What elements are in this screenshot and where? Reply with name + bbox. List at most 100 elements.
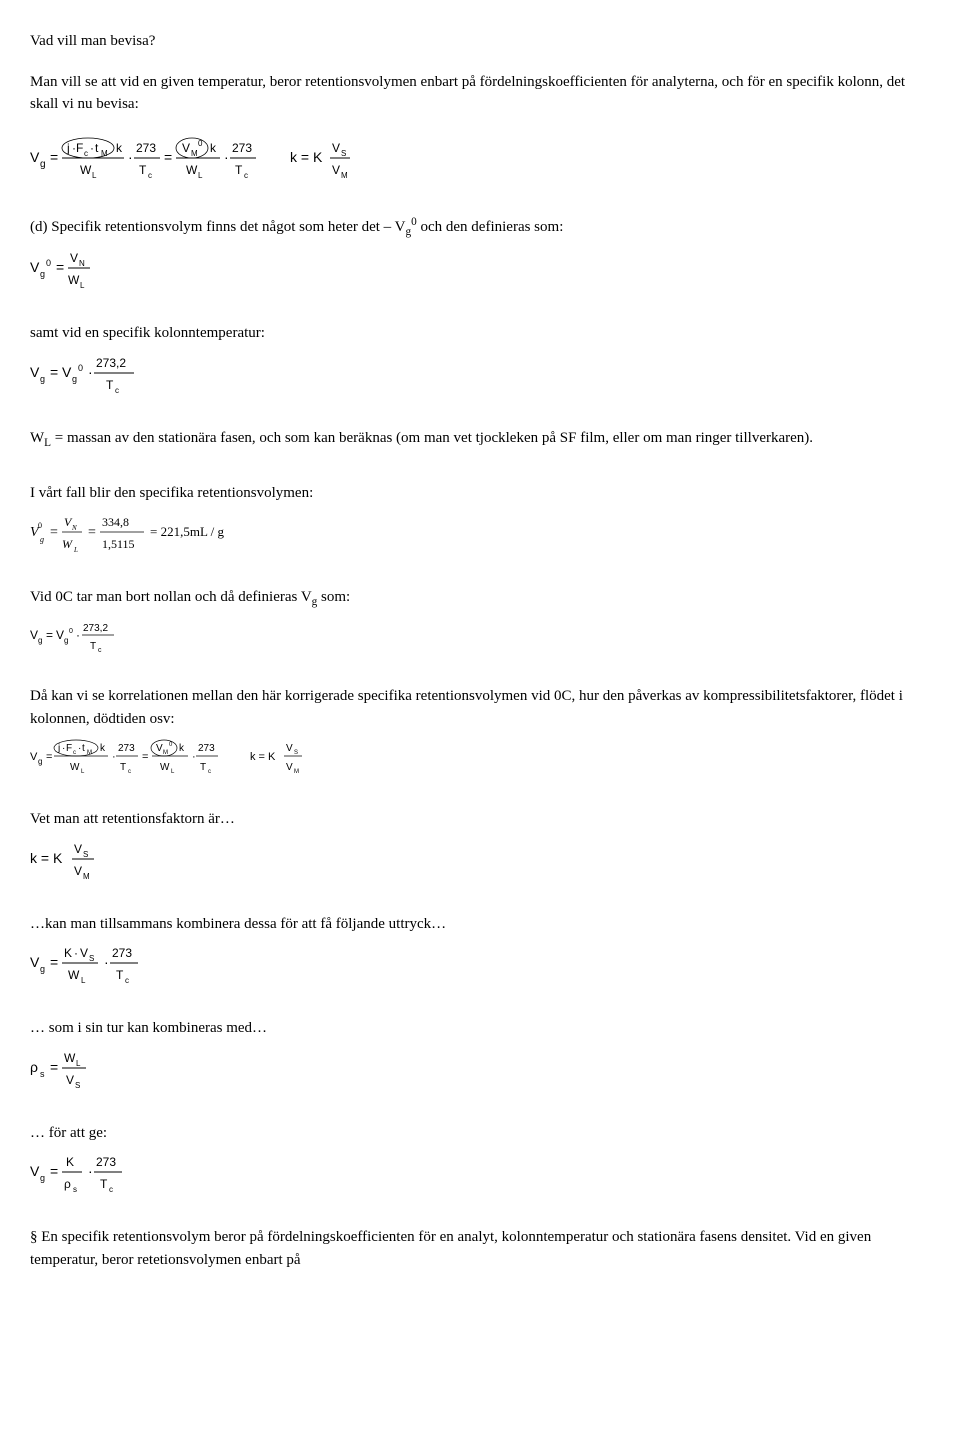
f2-gsub: g: [40, 269, 45, 279]
f3-csub: c: [115, 386, 119, 395]
f2-WL: W: [68, 273, 80, 287]
svg-text:·: ·: [62, 743, 65, 754]
f3b-num: 273,2: [83, 623, 108, 634]
p6-post: som:: [317, 589, 350, 605]
f6-eq: =: [50, 954, 58, 970]
para-to-give: … för att ge:: [30, 1122, 930, 1145]
f2-Vg: V: [30, 259, 40, 275]
f1b-vg: V: [30, 751, 38, 763]
f3-sup0: 0: [78, 363, 83, 373]
f1-Fc: F: [76, 141, 83, 155]
f1-273b: 273: [232, 141, 252, 155]
formula-final: V g = K ρ s · 273 T c: [30, 1150, 930, 1194]
f8-gsub: g: [40, 1173, 45, 1183]
f3b-Vg0: V: [56, 628, 64, 642]
f7-Ssub: S: [75, 1081, 80, 1090]
f1b-Msubden: M: [294, 769, 299, 775]
f1-eq1: =: [50, 149, 58, 165]
f1b-csub1: c: [73, 750, 76, 756]
f1-Ssub: S: [341, 149, 346, 158]
f1-WL2: W: [186, 163, 198, 177]
f5-VM: V: [74, 864, 82, 878]
f6-WL: W: [68, 968, 80, 982]
f4-WL: W: [62, 537, 73, 551]
f4-n2: 1,5115: [102, 537, 135, 551]
f1-j: j: [66, 141, 70, 155]
f4-eq2: =: [88, 525, 96, 540]
f6-Tc: T: [116, 968, 124, 982]
f6-Lsub: L: [81, 976, 86, 985]
f4-eq1: =: [50, 525, 58, 540]
para-retention-factor: Vet man att retentionsfaktorn är…: [30, 808, 930, 831]
f1-eq2: =: [164, 149, 172, 165]
f1b-k1: k: [100, 743, 106, 754]
f1b-VMden: V: [286, 762, 293, 773]
f1b-csub3: c: [208, 769, 211, 775]
f6-csub: c: [125, 976, 129, 985]
para-0c: Vid 0C tar man bort nollan och då defini…: [30, 586, 930, 611]
formula-k: k = K V S V M: [30, 837, 930, 881]
f8-Tc: T: [100, 1177, 108, 1191]
formula-rho: ρ s = W L V S: [30, 1046, 930, 1090]
f3-gsub2: g: [72, 374, 77, 384]
f4-n1: 334,8: [102, 515, 129, 529]
f7-eq: =: [50, 1059, 58, 1075]
f8-rho: ρ: [64, 1177, 71, 1191]
formula-vg-kvs: V g = K · V S W L · 273 T c: [30, 941, 930, 985]
svg-text:·: ·: [90, 141, 94, 155]
f8-dot: ·: [88, 1163, 93, 1179]
f3b-Vg: V: [30, 628, 38, 642]
f6-Ssub: S: [89, 954, 94, 963]
f1-Msubden: M: [341, 171, 348, 180]
f1-gsub: g: [40, 159, 46, 170]
f1b-273a: 273: [118, 743, 135, 754]
f4-sup0: 0: [38, 521, 42, 530]
f8-eq: =: [50, 1163, 58, 1179]
f1-Lsub2: L: [198, 171, 203, 180]
para-wl: WL = massan av den stationära fasen, och…: [30, 427, 930, 452]
f1b-273b: 273: [198, 743, 215, 754]
f1b-Ssub: S: [294, 750, 298, 756]
f5-k: k = K: [30, 850, 63, 866]
f1b-Tc1: T: [120, 762, 126, 773]
f1b-k2: k: [179, 743, 185, 754]
heading-question: Vad vill man bevisa?: [30, 30, 930, 53]
p4-pre: W: [30, 430, 44, 446]
f1b-eq1: =: [46, 751, 52, 763]
f6-Vg: V: [30, 954, 40, 970]
f1-kK: k = K: [290, 149, 323, 165]
f1b-Tc2: T: [200, 762, 206, 773]
f4-res: = 221,5mL / g: [150, 524, 225, 539]
f6-num: 273: [112, 946, 132, 960]
f1-Lsub1: L: [92, 171, 97, 180]
para-correlation: Då kan vi se korrelationen mellan den hä…: [30, 685, 930, 730]
para-specific-temp: samt vid en specifik kolonntemperatur:: [30, 322, 930, 345]
f4-Lsub: L: [73, 546, 78, 554]
f1-sup0: 0: [198, 139, 203, 148]
f7-WL: W: [64, 1051, 76, 1065]
formula-vg-temp: V g = V g 0 · 273,2 T c: [30, 351, 930, 395]
f3-Vg: V: [30, 364, 40, 380]
f1-vg: V: [30, 149, 40, 165]
p2-pre: (d) Specifik retentionsvolym finns det n…: [30, 219, 405, 235]
f1-csub1: c: [84, 149, 88, 158]
para-conclusion: § En specifik retentionsvolym beror på f…: [30, 1226, 930, 1271]
f8-Vg: V: [30, 1163, 40, 1179]
p4-post: = massan av den stationära fasen, och so…: [51, 430, 813, 446]
formula-vg0-def: V g 0 = V N W L: [30, 246, 930, 290]
f1b-Lsub1: L: [81, 769, 85, 775]
f2-VN: V: [70, 251, 78, 265]
f4-gsub: g: [40, 535, 44, 544]
f3-gsub: g: [40, 374, 45, 384]
f3-Vg0: V: [62, 364, 72, 380]
f6-gsub: g: [40, 964, 45, 974]
f1b-eq2: =: [142, 751, 148, 763]
f1-VS: V: [332, 141, 340, 155]
f3b-sup0: 0: [69, 628, 73, 635]
f7-ssub: s: [40, 1069, 45, 1079]
f1-tM: t: [95, 141, 99, 155]
f1b-Fc: F: [66, 743, 72, 754]
formula-vg-main: V g = j · F c · t M k W L · 273 T c = V …: [30, 134, 930, 182]
f3b-csub: c: [98, 647, 102, 653]
f3b-dot: ·: [76, 628, 80, 642]
